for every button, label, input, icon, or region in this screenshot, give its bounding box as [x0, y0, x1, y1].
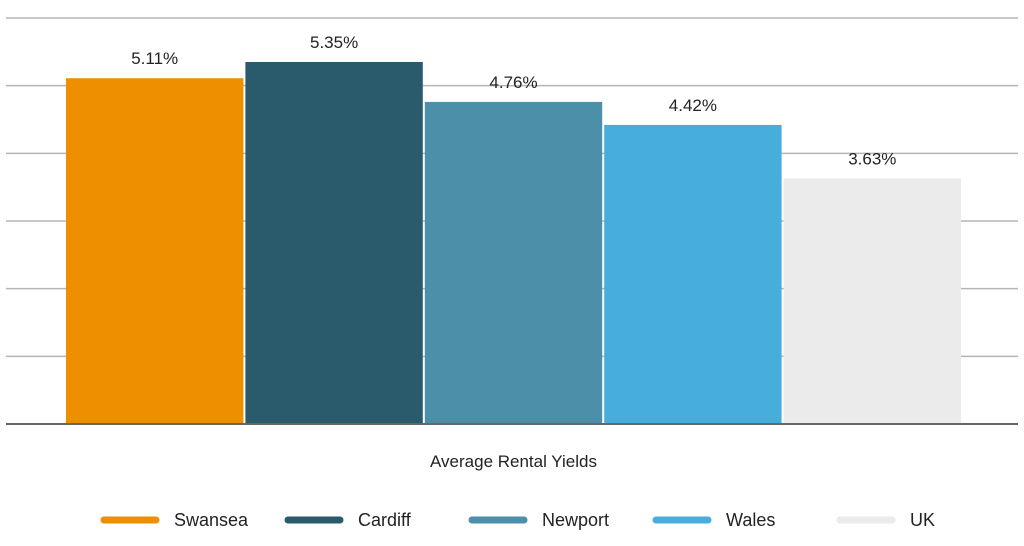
legend-label-cardiff: Cardiff [358, 510, 412, 530]
bar-newport [424, 101, 603, 424]
legend-label-swansea: Swansea [174, 510, 249, 530]
bar-wales [604, 124, 782, 424]
legend-label-wales: Wales [726, 510, 775, 530]
bar-value-labels: 5.11% 5.35% 4.76% 4.42% 3.63% [131, 33, 896, 168]
legend-label-uk: UK [910, 510, 935, 530]
bars [66, 61, 961, 425]
bar-value-label-wales: 4.42% [669, 96, 717, 115]
bar-value-label-uk: 3.63% [848, 149, 896, 168]
bar-value-label-newport: 4.76% [489, 73, 537, 92]
legend: Swansea Cardiff Newport Wales UK [100, 510, 935, 530]
bar-cardiff [245, 61, 423, 424]
category-label: Average Rental Yields [430, 452, 597, 471]
legend-label-newport: Newport [542, 510, 609, 530]
bar-value-label-cardiff: 5.35% [310, 33, 358, 52]
bar-uk [783, 178, 961, 424]
bar-swansea [66, 78, 244, 425]
bar-value-label-swansea: 5.11% [131, 49, 178, 68]
